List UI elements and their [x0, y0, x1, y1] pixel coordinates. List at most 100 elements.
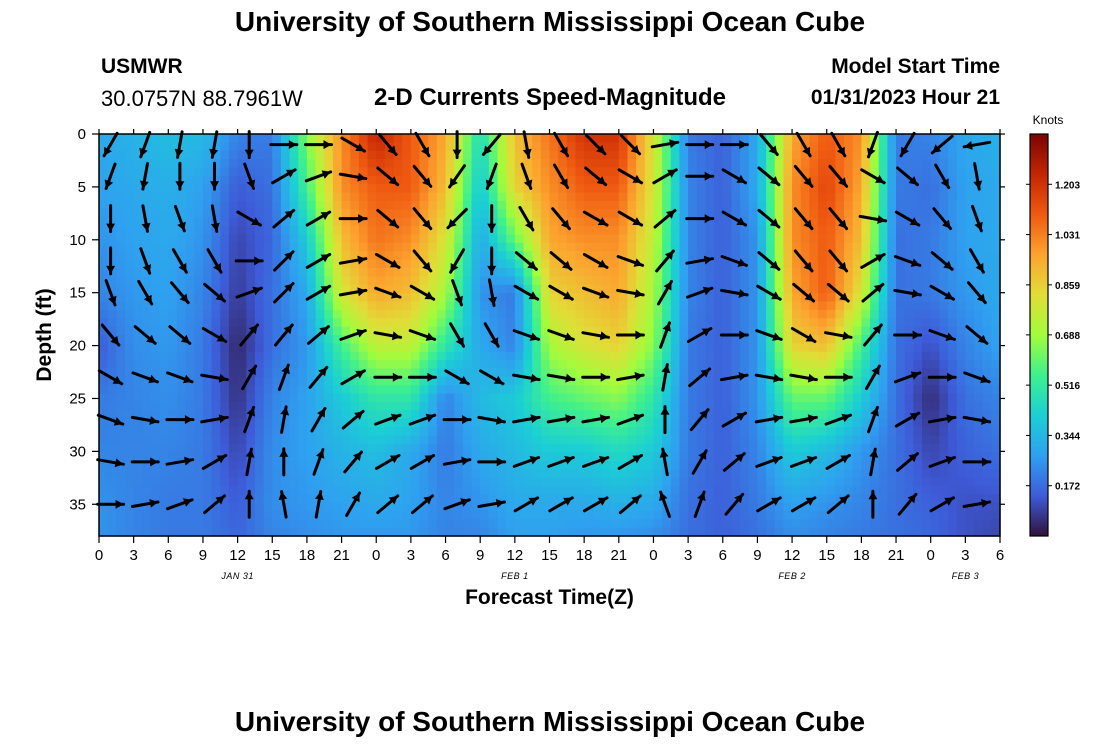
heatmap-cell [506, 242, 516, 252]
heatmap-cell [991, 142, 1001, 152]
heatmap-cell [584, 335, 594, 344]
heatmap-cell [436, 485, 447, 495]
heatmap-cell [384, 326, 395, 336]
heatmap-cell [124, 502, 135, 512]
heatmap-cell [367, 217, 377, 227]
heatmap-cell [99, 268, 109, 277]
heatmap-cell [601, 184, 611, 194]
heatmap-cell [445, 343, 455, 353]
heatmap-cell [488, 460, 499, 470]
heatmap-cell [549, 318, 559, 328]
heatmap-cell [601, 201, 611, 210]
heatmap-cell [124, 477, 135, 487]
heatmap-cell [757, 477, 767, 487]
heatmap-cell [428, 427, 438, 437]
heatmap-cell [913, 443, 923, 453]
heatmap-cell [956, 142, 966, 152]
heatmap-cell [818, 251, 828, 261]
heatmap-cell [306, 502, 317, 512]
heatmap-cell [566, 519, 577, 529]
heatmap-cell [948, 527, 958, 537]
heatmap-cell [844, 268, 854, 277]
heatmap-cell [246, 343, 256, 353]
heatmap-cell [471, 527, 481, 537]
heatmap-cell [852, 184, 862, 194]
heatmap-cell [965, 469, 975, 478]
heatmap-cell [566, 184, 577, 194]
heatmap-cell [800, 293, 810, 303]
heatmap-cell [991, 192, 1001, 202]
heatmap-cell [202, 259, 213, 269]
heatmap-cell [878, 527, 888, 537]
heatmap-cell [774, 276, 785, 286]
heatmap-cell [688, 192, 698, 202]
heatmap-cell [913, 402, 923, 411]
heatmap-cell [324, 318, 334, 328]
heatmap-cell [627, 326, 637, 336]
heatmap-cell [670, 460, 681, 470]
heatmap-cell [991, 502, 1001, 512]
heatmap-cell [289, 268, 299, 277]
heatmap-cell [800, 477, 810, 487]
heatmap-cell [835, 276, 845, 286]
heatmap-cell [653, 301, 663, 311]
heatmap-cell [930, 150, 940, 160]
heatmap-cell [826, 393, 836, 403]
heatmap-cell [367, 242, 377, 252]
heatmap-cell [228, 519, 239, 529]
heatmap-cell [263, 175, 273, 185]
heatmap-cell [835, 335, 845, 344]
heatmap-cell [523, 226, 533, 236]
heatmap-cell [263, 242, 273, 252]
heatmap-cell [514, 234, 525, 244]
heatmap-cell [887, 485, 897, 495]
heatmap-cell [826, 368, 836, 378]
heatmap-cell [237, 494, 247, 504]
heatmap-cell [766, 159, 776, 169]
heatmap-cell [350, 184, 360, 194]
heatmap-cell [220, 402, 230, 411]
heatmap-cell [896, 351, 906, 361]
heatmap-cell [410, 234, 421, 244]
heatmap-cell [142, 360, 152, 370]
heatmap-cell [696, 427, 707, 437]
heatmap-cell [722, 368, 733, 378]
heatmap-cell [99, 502, 109, 512]
heatmap-cell [237, 192, 247, 202]
heatmap-cell [306, 393, 317, 403]
heatmap-cell [653, 460, 663, 470]
heatmap-cell [124, 519, 135, 529]
heatmap-cell [523, 234, 533, 244]
heatmap-cell [627, 335, 637, 344]
heatmap-cell [254, 159, 265, 169]
heatmap-cell [497, 402, 507, 411]
heatmap-cell [419, 201, 429, 210]
heatmap-cell [584, 268, 594, 277]
heatmap-cell [462, 201, 473, 210]
heatmap-cell [185, 293, 195, 303]
heatmap-cell [280, 226, 291, 236]
heatmap-cell [298, 385, 308, 395]
heatmap-cell [636, 226, 646, 236]
heatmap-cell [679, 259, 689, 269]
heatmap-cell [705, 368, 715, 378]
heatmap-cell [150, 201, 161, 210]
heatmap-cell [315, 427, 325, 437]
heatmap-cell [974, 351, 984, 361]
heatmap-cell [982, 309, 992, 319]
heatmap-cell [211, 351, 221, 361]
heatmap-cell [922, 284, 932, 294]
heatmap-cell [393, 527, 403, 537]
heatmap-cell [844, 226, 854, 236]
heatmap-cell [792, 402, 802, 411]
heatmap-cell [428, 226, 438, 236]
heatmap-cell [480, 209, 490, 219]
heatmap-cell [601, 385, 611, 395]
heatmap-cell [774, 192, 785, 202]
heatmap-cell [237, 251, 247, 261]
heatmap-cell [462, 477, 473, 487]
heatmap-cell [462, 485, 473, 495]
heatmap-cell [887, 142, 897, 152]
heatmap-cell [298, 494, 308, 504]
heatmap-cell [584, 427, 594, 437]
